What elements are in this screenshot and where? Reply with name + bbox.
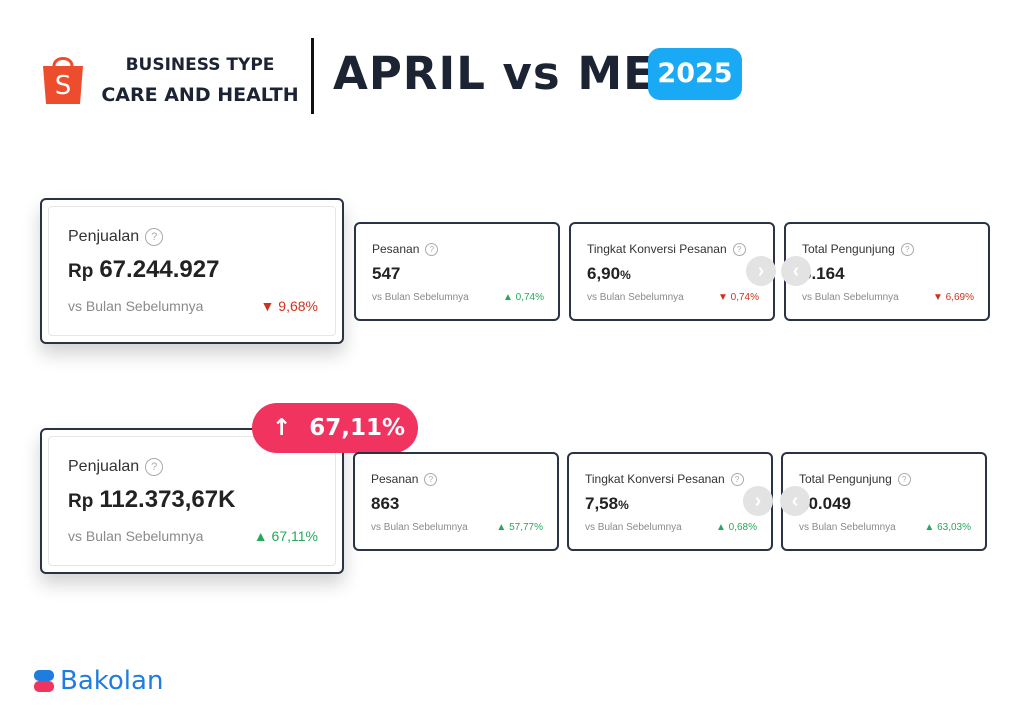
help-icon[interactable]: ? bbox=[425, 243, 439, 257]
change-indicator: ▲ 0,68% bbox=[715, 522, 757, 533]
business-type: BUSINESS TYPE CARE AND HEALTH bbox=[100, 50, 300, 110]
orders-value: 547 bbox=[372, 264, 401, 283]
bakolan-mark-icon bbox=[34, 670, 54, 692]
triangle-down-icon: ▼ bbox=[717, 292, 728, 303]
triangle-down-icon: ▼ bbox=[932, 292, 943, 303]
comparison-label: vs Bulan Sebelumnya bbox=[68, 298, 204, 314]
conversion-value: 6,90% bbox=[587, 264, 631, 283]
card-inner-border bbox=[48, 206, 336, 336]
sales-label: Penjualan? bbox=[68, 458, 164, 476]
comparison-label: vs Bulan Sebelumnya bbox=[371, 522, 468, 533]
april-orders-card: Pesanan? 547 vs Bulan Sebelumnya ▲ 0,74% bbox=[354, 222, 560, 321]
orders-label: Pesanan? bbox=[371, 472, 438, 487]
shopee-bag-icon: S bbox=[43, 57, 83, 104]
help-icon[interactable]: ? bbox=[145, 458, 164, 476]
comparison-label: vs Bulan Sebelumnya bbox=[372, 292, 469, 303]
chevron-left-icon[interactable]: ‹ bbox=[781, 256, 811, 286]
year-badge: 2025 bbox=[648, 48, 742, 100]
comparison-label: vs Bulan Sebelumnya bbox=[802, 292, 899, 303]
mei-conversion-card: Tingkat Konversi Pesanan? 7,58% vs Bulan… bbox=[567, 452, 773, 551]
orders-label: Pesanan? bbox=[372, 242, 439, 257]
help-icon[interactable]: ? bbox=[897, 473, 911, 487]
chevron-right-icon[interactable]: › bbox=[746, 256, 776, 286]
arrow-up-icon: ↑ bbox=[272, 415, 292, 441]
comparison-label: vs Bulan Sebelumnya bbox=[799, 522, 896, 533]
comparison-label: vs Bulan Sebelumnya bbox=[68, 528, 204, 544]
triangle-up-icon: ▲ bbox=[502, 292, 513, 303]
chevron-right-icon[interactable]: › bbox=[743, 486, 773, 516]
orders-value: 863 bbox=[371, 494, 400, 513]
change-indicator: ▲ 57,77% bbox=[496, 522, 543, 533]
change-indicator: ▲ 0,74% bbox=[502, 292, 544, 303]
change-indicator: ▼ 0,74% bbox=[717, 292, 759, 303]
change-indicator: ▼ 6,69% bbox=[932, 292, 974, 303]
currency: Rp bbox=[68, 491, 94, 512]
logo-letter: S bbox=[55, 71, 72, 101]
triangle-up-icon: ▲ bbox=[715, 522, 726, 533]
chevron-left-icon[interactable]: ‹ bbox=[780, 486, 810, 516]
business-type-value: CARE AND HEALTH bbox=[101, 84, 299, 106]
visitors-value: 6.164 bbox=[802, 264, 845, 283]
triangle-up-icon: ▲ bbox=[924, 522, 935, 533]
comparison-label: vs Bulan Sebelumnya bbox=[585, 522, 682, 533]
growth-pill: ↑ 67,11% bbox=[252, 403, 418, 453]
currency: Rp bbox=[68, 261, 94, 282]
april-conversion-card: Tingkat Konversi Pesanan? 6,90% vs Bulan… bbox=[569, 222, 775, 321]
page-title: APRIL vs MEI bbox=[333, 47, 673, 100]
sales-label: Penjualan? bbox=[68, 228, 164, 246]
sales-value: Rp 67.244.927 bbox=[68, 256, 220, 283]
help-icon[interactable]: ? bbox=[732, 243, 746, 257]
header-divider bbox=[311, 38, 314, 114]
help-icon[interactable]: ? bbox=[424, 473, 438, 487]
conversion-label: Tingkat Konversi Pesanan? bbox=[585, 472, 744, 487]
comparison-label: vs Bulan Sebelumnya bbox=[587, 292, 684, 303]
business-type-label: BUSINESS TYPE bbox=[125, 55, 275, 75]
visitors-label: Total Pengunjung? bbox=[799, 472, 911, 487]
april-visitors-card: Total Pengunjung? 6.164 vs Bulan Sebelum… bbox=[784, 222, 990, 321]
conversion-label: Tingkat Konversi Pesanan? bbox=[587, 242, 746, 257]
april-sales-card: Penjualan? Rp 67.244.927 vs Bulan Sebelum… bbox=[40, 198, 344, 344]
visitors-value: 10.049 bbox=[799, 494, 851, 513]
conversion-value: 7,58% bbox=[585, 494, 629, 513]
card-inner-border bbox=[48, 436, 336, 566]
change-indicator: ▲ 63,03% bbox=[924, 522, 971, 533]
help-icon[interactable]: ? bbox=[145, 228, 164, 246]
mei-visitors-card: Total Pengunjung? 10.049 vs Bulan Sebelu… bbox=[781, 452, 987, 551]
visitors-label: Total Pengunjung? bbox=[802, 242, 914, 257]
help-icon[interactable]: ? bbox=[900, 243, 914, 257]
triangle-up-icon: ▲ bbox=[253, 528, 268, 544]
change-indicator: ▼ 9,68% bbox=[260, 298, 318, 314]
change-indicator: ▲ 67,11% bbox=[253, 528, 318, 544]
brand-name: Bakolan bbox=[60, 666, 164, 696]
triangle-up-icon: ▲ bbox=[496, 522, 507, 533]
help-icon[interactable]: ? bbox=[730, 473, 744, 487]
mei-orders-card: Pesanan? 863 vs Bulan Sebelumnya ▲ 57,77… bbox=[353, 452, 559, 551]
triangle-down-icon: ▼ bbox=[260, 298, 275, 314]
sales-value: Rp 112.373,67K bbox=[68, 486, 236, 513]
